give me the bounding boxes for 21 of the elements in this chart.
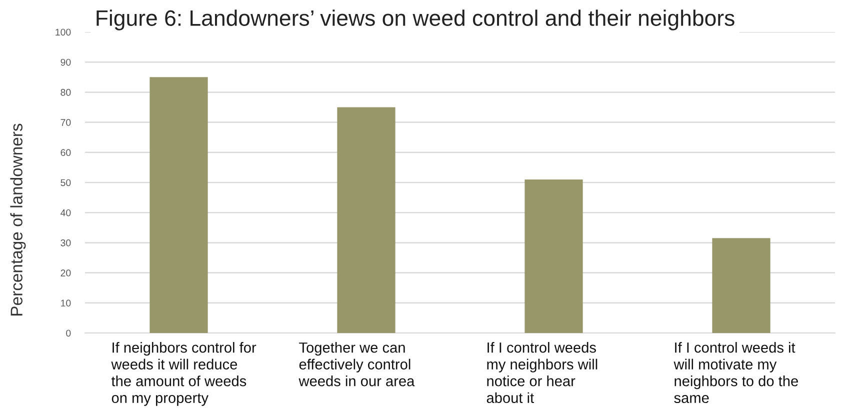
y-tick-label: 100 bbox=[56, 28, 71, 36]
x-tick-label: If I control weeds my neighbors will notice or hear about it bbox=[486, 342, 598, 404]
y-tick-label: 0 bbox=[66, 330, 71, 337]
y-tick-label: 10 bbox=[61, 300, 71, 307]
y-axis-title: Percentage of landowners bbox=[10, 124, 26, 316]
x-tick-label: If neighbors control for weeds it will reduce the amount of weeds on my property bbox=[111, 342, 256, 406]
y-tick-label: 90 bbox=[60, 58, 71, 66]
bar bbox=[524, 179, 583, 333]
y-tick-label: 20 bbox=[60, 270, 71, 276]
bar bbox=[712, 238, 770, 333]
y-tick-label: 50 bbox=[60, 179, 71, 186]
y-tick-label: 30 bbox=[60, 239, 71, 246]
x-tick-label: Together we can effectively control weeds in our area bbox=[298, 342, 415, 386]
bar bbox=[150, 77, 208, 333]
y-tick-label: 40 bbox=[60, 209, 71, 216]
x-tick-label: If I control weeds it will motivate my neighbors to do the same bbox=[674, 342, 798, 404]
y-tick-label: 80 bbox=[60, 88, 71, 96]
y-tick-label: 60 bbox=[60, 149, 71, 156]
chart-title: Figure 6: Landowners’ views on weed control and their neighbors bbox=[96, 10, 734, 30]
y-tick-label: 70 bbox=[60, 119, 71, 126]
bar bbox=[337, 107, 396, 333]
